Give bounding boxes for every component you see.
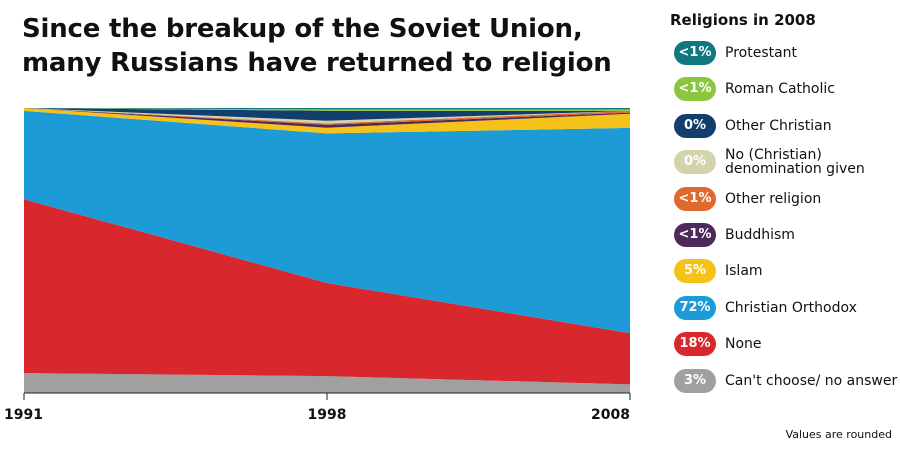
chart-title-line-1: Since the breakup of the Soviet Union, (22, 14, 583, 44)
legend-label: Other Christian (725, 117, 832, 134)
legend-label: Christian Orthodox (725, 299, 857, 316)
legend-value-badge: <1% (674, 41, 716, 65)
x-axis: 1991 1998 2008 (4, 392, 631, 423)
legend-label: Other religion (725, 190, 822, 207)
legend-items: <1% Protestant <1% Roman Catholic 0% Other Ch… (670, 35, 900, 399)
x-tick-label: 1991 (4, 407, 43, 423)
area-other-religion (24, 108, 630, 125)
area-islam (24, 108, 630, 134)
legend-value-badge: 3% (674, 368, 716, 393)
area-none (24, 199, 630, 385)
legend-label: Can't choose/ no answer (725, 372, 898, 389)
legend-value-badge: 0% (674, 150, 716, 175)
area-other-christian (24, 108, 630, 121)
legend-label: None (725, 336, 762, 353)
legend-heading: Religions in 2008 (670, 11, 816, 29)
legend-item-protestant: <1% Protestant (670, 35, 900, 71)
area-buddhism (24, 108, 630, 128)
legend-label: Buddhism (725, 226, 795, 243)
x-tick-label: 1998 (308, 407, 347, 423)
area-can-t-choose-no-answer (24, 373, 630, 393)
area-christian-orthodox (24, 110, 630, 334)
legend-item-islam: 5% Islam (670, 253, 900, 289)
legend-value-badge: 72% (674, 295, 716, 320)
area-chart: 1991 1998 2008 (4, 108, 631, 423)
legend-item-roman-catholic: <1% Roman Catholic (670, 71, 900, 107)
area-roman-catholic (24, 108, 630, 111)
legend-value-badge: 0% (674, 113, 716, 138)
legend: Religions in 2008 <1% Protestant <1% Roman … (670, 9, 900, 399)
area-no-christian-denomination-given (24, 108, 630, 124)
legend-item-can-t-choose-no-answer: 3% Can't choose/ no answer (670, 363, 900, 399)
legend-label: Islam (725, 263, 763, 280)
legend-value-badge: <1% (674, 186, 716, 211)
legend-label: No (Christian) denomination given (725, 147, 865, 178)
legend-value-badge: 18% (674, 332, 716, 357)
legend-value-badge: <1% (674, 77, 716, 102)
chart-title: Since the breakup of the Soviet Union, m… (22, 12, 642, 80)
area-layers (24, 108, 630, 393)
legend-item-christian-orthodox: 72% Christian Orthodox (670, 290, 900, 326)
footnote: Values are rounded (785, 428, 892, 441)
legend-item-no-christian-denomination-given: 0% No (Christian) denomination given (670, 144, 900, 180)
area-protestant (24, 108, 630, 110)
legend-item-none: 18% None (670, 326, 900, 362)
legend-value-badge: <1% (674, 222, 716, 247)
legend-label: Protestant (725, 45, 798, 61)
legend-item-buddhism: <1% Buddhism (670, 217, 900, 253)
legend-item-other-christian: 0% Other Christian (670, 108, 900, 144)
legend-label: Roman Catholic (725, 81, 835, 98)
legend-item-other-religion: <1% Other religion (670, 181, 900, 217)
legend-value-badge: 5% (674, 259, 716, 284)
chart-title-line-2: many Russians have returned to religion (22, 48, 612, 78)
x-tick-label: 2008 (591, 407, 630, 423)
